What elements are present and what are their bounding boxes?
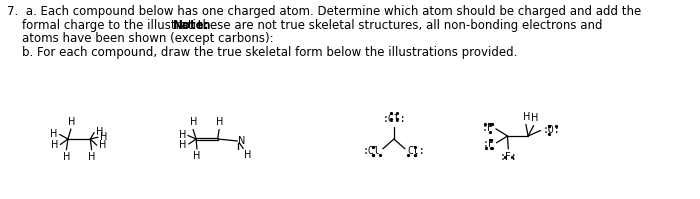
Text: H: H	[100, 132, 107, 142]
Text: :F:: :F:	[500, 152, 517, 162]
Text: :F: :F	[482, 139, 494, 149]
Text: H: H	[244, 150, 252, 160]
Text: H: H	[63, 152, 70, 162]
Text: Cl:: Cl:	[407, 146, 425, 156]
Text: H: H	[193, 151, 201, 161]
Text: H: H	[190, 117, 197, 127]
Text: b. For each compound, draw the true skeletal form below the illustrations provid: b. For each compound, draw the true skel…	[7, 46, 517, 59]
Text: H: H	[68, 117, 75, 127]
Text: :Cl:: :Cl:	[382, 114, 406, 124]
Text: Note:: Note:	[173, 19, 209, 31]
Text: atoms have been shown (except carbons):: atoms have been shown (except carbons):	[7, 32, 274, 45]
Text: H: H	[88, 152, 95, 162]
Text: H: H	[51, 140, 59, 150]
Text: H: H	[99, 140, 106, 150]
Text: H: H	[179, 139, 187, 149]
Text: H: H	[178, 130, 186, 140]
Text: H: H	[96, 127, 104, 137]
Text: :F: :F	[482, 123, 494, 133]
Text: H: H	[216, 117, 223, 127]
Text: H: H	[531, 113, 539, 123]
Text: H: H	[50, 129, 58, 139]
Text: H: H	[523, 112, 530, 122]
Text: N: N	[238, 136, 246, 145]
Text: formal charge to the illustration.: formal charge to the illustration.	[7, 19, 218, 31]
Text: these are not true skeletal structures, all non-bonding electrons and: these are not true skeletal structures, …	[194, 19, 603, 31]
Text: :O:: :O:	[542, 125, 560, 135]
Text: 7.  a. Each compound below has one charged atom. Determine which atom should be : 7. a. Each compound below has one charge…	[7, 5, 641, 18]
Text: :Cl: :Cl	[363, 146, 381, 156]
